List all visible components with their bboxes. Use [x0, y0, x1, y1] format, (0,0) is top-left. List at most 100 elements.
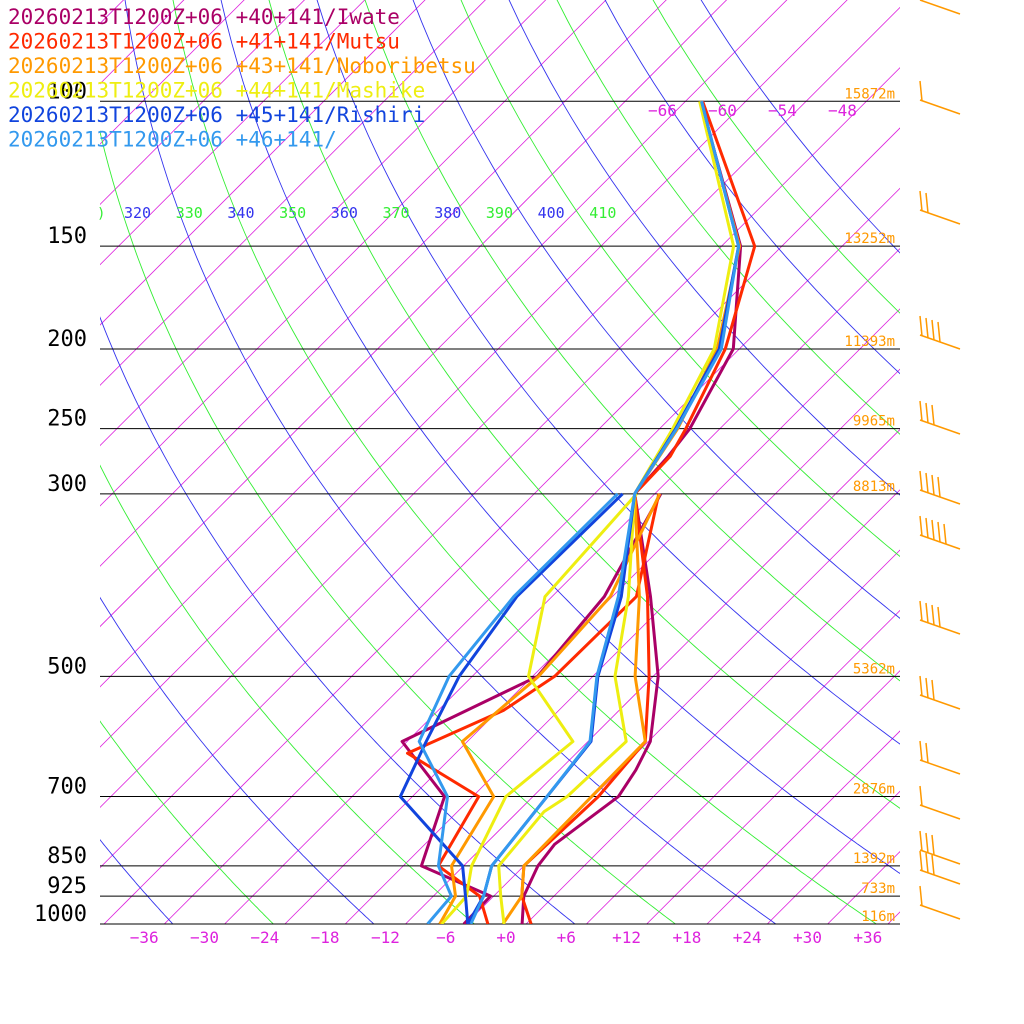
- isotherm-line: [103, 127, 900, 924]
- pressure-label: 700: [47, 775, 87, 800]
- x-tick-label: +0: [496, 928, 515, 947]
- isotherm-line: [887, 911, 900, 924]
- wind-barb-feather: [937, 521, 941, 543]
- isotherm-label: −66: [648, 101, 677, 120]
- isotherm-line: [100, 0, 607, 507]
- wind-barb-feather: [925, 192, 929, 214]
- x-tick-label: +36: [853, 928, 882, 947]
- legend-entry: 20260213T1200Z+06 +46+141/: [8, 128, 337, 152]
- isotherm-line: [525, 549, 900, 924]
- legend-entry: 20260213T1200Z+06 +45+141/Rishiri: [8, 103, 425, 127]
- dry-adiabat-line: [100, 129, 677, 924]
- wind-barb-feather: [919, 740, 923, 762]
- theta-label: 410: [589, 204, 616, 222]
- isotherm-line: [100, 0, 426, 326]
- theta-label: 340: [227, 204, 254, 222]
- isotherm-line: [100, 0, 547, 447]
- isotherm-line: [586, 609, 900, 924]
- height-label: 11393m: [844, 334, 895, 350]
- x-tick-label: −12: [371, 928, 400, 947]
- dry-adiabat-line: [100, 839, 174, 924]
- dry-adiabat-line: [268, 0, 900, 809]
- wind-barb-feather: [931, 679, 935, 701]
- pressure-label: 200: [47, 327, 87, 352]
- wind-barb: [919, 0, 961, 15]
- isotherm-line: [100, 0, 788, 688]
- height-label: 8813m: [853, 479, 895, 495]
- temperature-profile: [520, 100, 757, 924]
- height-label: 1392m: [853, 851, 895, 867]
- theta-label: 390: [486, 204, 513, 222]
- theta-label: 360: [331, 204, 358, 222]
- height-label: 116m: [861, 909, 895, 925]
- theta-label: 320: [124, 204, 151, 222]
- isotherm-line: [100, 0, 486, 386]
- wind-barb-feather: [931, 474, 935, 496]
- wind-barb-feather: [919, 315, 923, 337]
- dewpoint-profile: [400, 493, 663, 924]
- isobar-grid: [100, 100, 900, 925]
- x-tick-label: +24: [733, 928, 762, 947]
- wind-barb-feather: [931, 834, 935, 856]
- dewpoint-profile: [417, 492, 619, 924]
- isotherm-line: [1009, 0, 1024, 924]
- pressure-label: 250: [47, 407, 87, 432]
- pressure-label: 150: [47, 224, 87, 249]
- dry-adiabat-line: [220, 0, 900, 874]
- wind-barb: [919, 904, 961, 920]
- theta-label: 400: [538, 204, 565, 222]
- height-label: 2876m: [853, 782, 895, 798]
- isotherm-line: [405, 428, 900, 924]
- dry-adiabat-line: [460, 0, 900, 558]
- pressure-axis-labels: 100 150 200 250 300 500 700 850 925 1000: [34, 79, 87, 927]
- wind-barb-feather: [919, 80, 923, 102]
- legend-entry: 20260213T1200Z+06 +41+141/Mutsu: [8, 30, 400, 54]
- height-label: 13252m: [844, 231, 895, 247]
- wind-barb-feather: [925, 402, 929, 424]
- wind-barb-feather: [943, 523, 947, 545]
- isotherm-line: [100, 0, 305, 205]
- height-label: 733m: [861, 881, 895, 897]
- wind-barb-feather: [919, 515, 923, 537]
- height-label: 15872m: [844, 86, 895, 102]
- wind-barb: [919, 99, 961, 115]
- pressure-label: 850: [47, 844, 87, 869]
- legend-entry: 20260213T1200Z+06 +40+141/Iwate: [8, 5, 400, 29]
- isotherm-line: [100, 0, 366, 266]
- legend: 20260213T1200Z+06 +40+141/Iwate20260213T…: [8, 5, 476, 152]
- theta-label: 350: [279, 204, 306, 222]
- isotherm-line: [646, 670, 900, 924]
- theta-labels: ) 320 330 340 350 360 370 380 390 400 410: [97, 204, 616, 222]
- wind-barb: [919, 694, 961, 710]
- pressure-label: 1000: [34, 902, 87, 927]
- legend-entry: 20260213T1200Z+06 +43+141/Noboribetsu: [8, 54, 476, 78]
- dry-adiabat-line: [172, 0, 878, 924]
- dewpoint-profile: [438, 493, 662, 924]
- wind-barb-feather: [925, 517, 929, 539]
- x-tick-label: +12: [612, 928, 641, 947]
- x-tick-label: +18: [672, 928, 701, 947]
- pressure-label: 300: [47, 472, 87, 497]
- isotherm-line: [100, 0, 245, 145]
- wind-barb: [919, 804, 961, 820]
- dry-adiabat-line: [652, 0, 900, 314]
- wind-barb: [919, 419, 961, 435]
- wind-barb-feather: [925, 677, 929, 699]
- wind-barb: [919, 849, 961, 865]
- legend-entry: 20260213T1200Z+06 +44+141/Mashike: [8, 79, 425, 103]
- isotherm-label: −48: [828, 101, 857, 120]
- wind-barb-feather: [925, 832, 929, 854]
- temperature-profile: [520, 100, 743, 924]
- pressure-label: 500: [47, 654, 87, 679]
- dry-adiabat-line: [412, 0, 900, 619]
- temperature-profile: [469, 100, 741, 924]
- x-tick-label: +6: [557, 928, 576, 947]
- isotherm-line: [100, 67, 900, 869]
- height-label: 5362m: [853, 661, 895, 677]
- dry-adiabat-line: [604, 0, 900, 375]
- dry-adiabat-line: [508, 0, 900, 496]
- wind-barb-feather: [925, 852, 929, 874]
- sounding-profiles: [398, 100, 757, 924]
- theta-label: 380: [434, 204, 461, 222]
